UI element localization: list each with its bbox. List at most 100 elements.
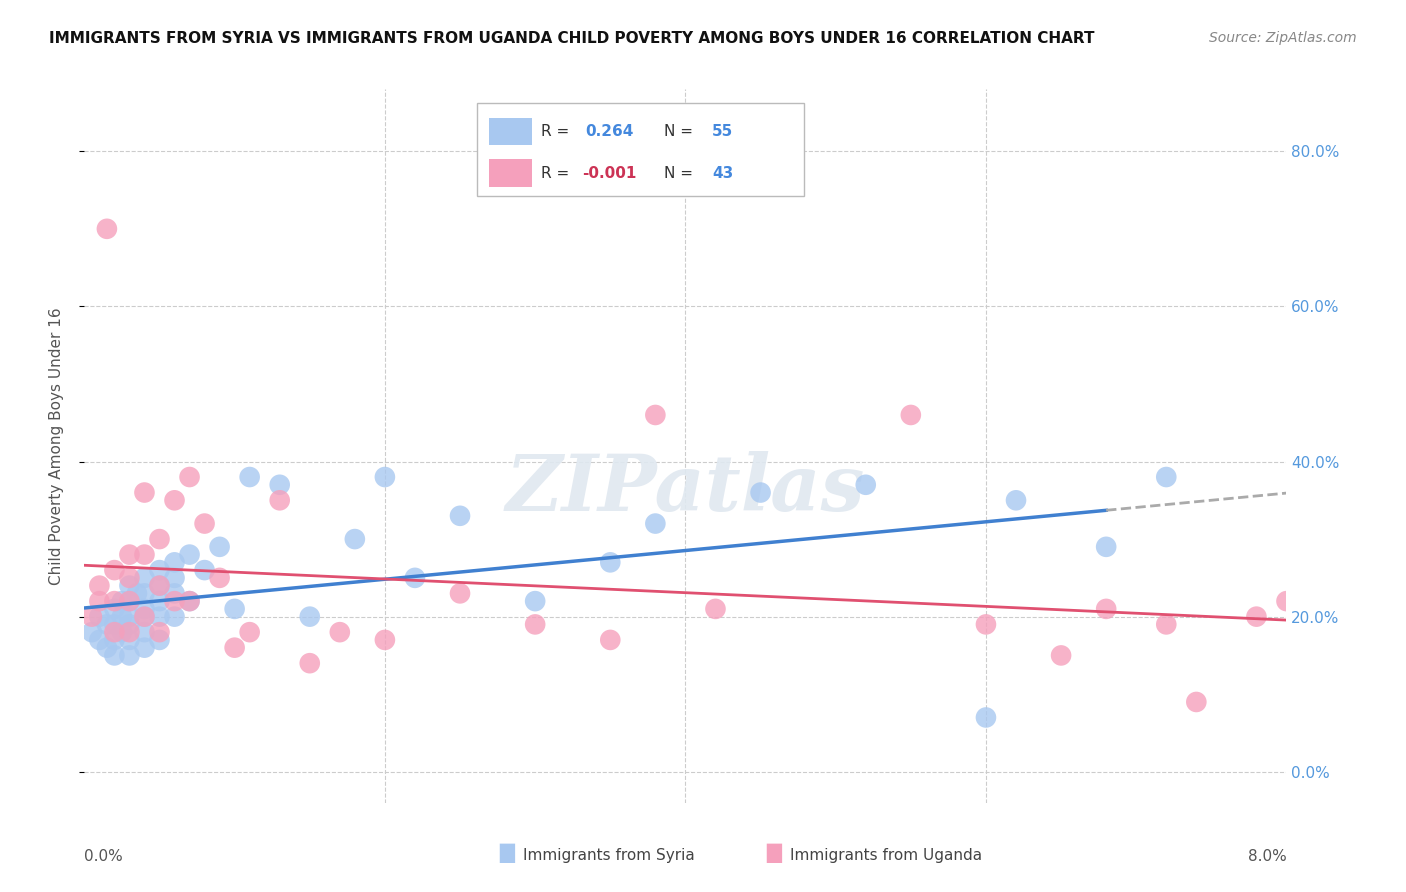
Point <box>103 648 125 663</box>
Point <box>449 508 471 523</box>
Text: IMMIGRANTS FROM SYRIA VS IMMIGRANTS FROM UGANDA CHILD POVERTY AMONG BOYS UNDER 1: IMMIGRANTS FROM SYRIA VS IMMIGRANTS FROM… <box>49 31 1095 46</box>
Point <box>96 222 118 236</box>
Point <box>1305 625 1327 640</box>
Text: 0.0%: 0.0% <box>84 849 124 864</box>
Point <box>524 617 547 632</box>
Point <box>96 640 118 655</box>
Point <box>163 594 186 608</box>
Point <box>96 617 118 632</box>
Text: █: █ <box>499 844 515 863</box>
Point <box>194 563 217 577</box>
Text: R =: R = <box>541 166 574 180</box>
Text: -0.001: -0.001 <box>582 166 637 180</box>
Point <box>103 617 125 632</box>
Point <box>118 579 141 593</box>
Point <box>89 594 111 608</box>
Point <box>163 555 186 569</box>
Point <box>855 477 877 491</box>
Point <box>118 632 141 647</box>
Point <box>1095 540 1118 554</box>
Point <box>449 586 471 600</box>
Point <box>134 485 156 500</box>
Point <box>134 586 156 600</box>
Point <box>1156 470 1178 484</box>
Point <box>103 563 125 577</box>
Point <box>599 632 621 647</box>
Point <box>269 477 291 491</box>
Point <box>148 594 170 608</box>
Point <box>374 470 396 484</box>
Text: 55: 55 <box>711 124 733 139</box>
Point <box>644 408 666 422</box>
Point <box>1095 602 1118 616</box>
Point <box>163 609 186 624</box>
Point <box>179 548 201 562</box>
Point <box>103 594 125 608</box>
Point <box>1156 617 1178 632</box>
Point <box>704 602 727 616</box>
Point <box>134 602 156 616</box>
Point <box>749 485 772 500</box>
Point <box>111 594 134 608</box>
Point <box>118 594 141 608</box>
Point <box>974 710 997 724</box>
Point <box>118 594 141 608</box>
Point <box>89 579 111 593</box>
Point <box>148 579 170 593</box>
Point <box>118 609 141 624</box>
Point <box>239 470 262 484</box>
Text: █: █ <box>766 844 782 863</box>
Point <box>644 516 666 531</box>
Point <box>134 571 156 585</box>
Point <box>1246 609 1268 624</box>
Point <box>194 516 217 531</box>
Text: R =: R = <box>541 124 574 139</box>
Text: N =: N = <box>664 124 697 139</box>
Point <box>125 586 148 600</box>
Point <box>80 609 103 624</box>
Point <box>118 625 141 640</box>
Point <box>118 648 141 663</box>
Point <box>298 656 321 670</box>
Point <box>208 571 231 585</box>
FancyBboxPatch shape <box>489 160 531 186</box>
Point <box>118 617 141 632</box>
Point <box>374 632 396 647</box>
Point <box>1005 493 1028 508</box>
Text: Immigrants from Uganda: Immigrants from Uganda <box>790 848 983 863</box>
Point <box>179 594 201 608</box>
Text: N =: N = <box>664 166 697 180</box>
Text: Immigrants from Syria: Immigrants from Syria <box>523 848 695 863</box>
Text: 8.0%: 8.0% <box>1247 849 1286 864</box>
Text: 0.264: 0.264 <box>586 124 634 139</box>
Point <box>118 548 141 562</box>
Point <box>163 493 186 508</box>
Point <box>404 571 426 585</box>
Point <box>224 640 246 655</box>
Point <box>179 470 201 484</box>
Text: 43: 43 <box>711 166 733 180</box>
Point <box>239 625 262 640</box>
Point <box>148 563 170 577</box>
Point <box>224 602 246 616</box>
Point <box>89 609 111 624</box>
Point <box>599 555 621 569</box>
Point <box>163 586 186 600</box>
Point <box>118 571 141 585</box>
Point <box>80 625 103 640</box>
Point <box>103 602 125 616</box>
Point <box>343 532 366 546</box>
Point <box>900 408 922 422</box>
Point <box>974 617 997 632</box>
Point <box>179 594 201 608</box>
Point <box>134 640 156 655</box>
Point <box>103 632 125 647</box>
Point <box>148 579 170 593</box>
Point <box>134 609 156 624</box>
Point <box>1275 594 1298 608</box>
Point <box>89 632 111 647</box>
Point <box>1185 695 1208 709</box>
Point <box>134 548 156 562</box>
Text: Source: ZipAtlas.com: Source: ZipAtlas.com <box>1209 31 1357 45</box>
Point <box>298 609 321 624</box>
